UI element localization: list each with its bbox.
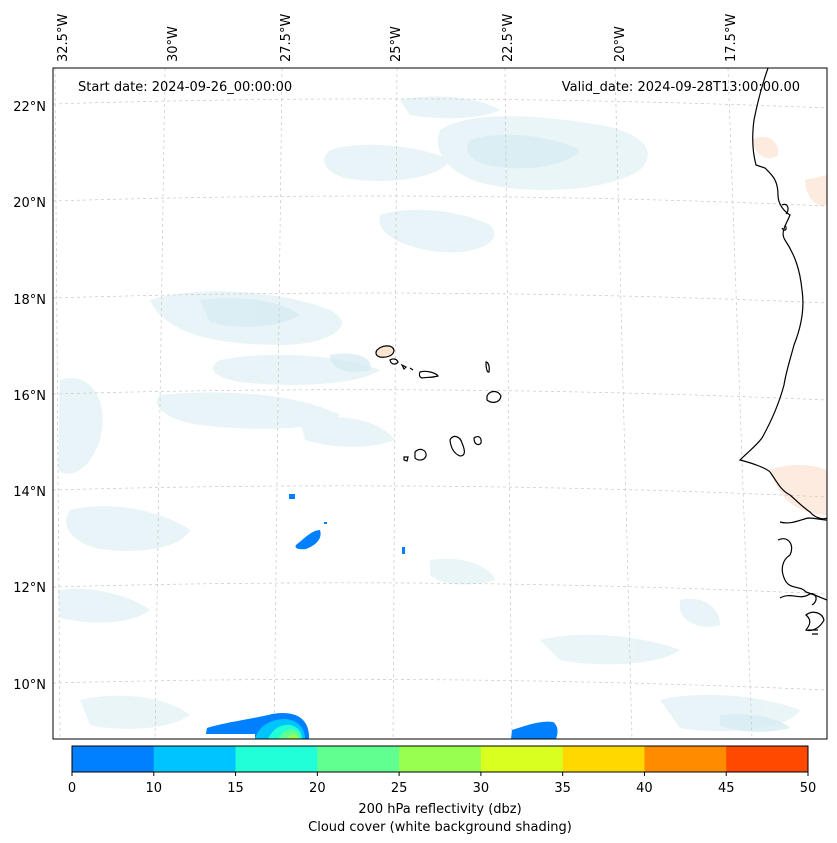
colorbar-segment [235,746,318,772]
colorbar-tick-label: 30 [473,781,490,796]
cloud-cover-dense [200,134,790,732]
land-shading [752,136,827,515]
colorbar-tick-label: 35 [554,781,571,796]
colorbar-tick-label: 0 [68,781,76,796]
lat-tick-label: 20°N [13,196,46,211]
map-frame [52,67,828,740]
colorbar-segment [153,746,237,772]
colorbar-tick-label: 40 [636,781,653,796]
colorbar-tick-label: 10 [146,781,163,796]
colorbar-title: 200 hPa reflectivity (dbz) [358,802,521,817]
colorbar-tick-label: 50 [800,781,817,796]
colorbar-segment [317,746,400,772]
lat-tick-label: 12°N [13,581,46,596]
colorbar-subtitle: Cloud cover (white background shading) [308,820,572,835]
lon-tick-labels: 32.5°W 30°W 27.5°W 25°W 22.5°W 20°W 17.5… [56,14,739,62]
colorbar-segment [72,746,155,772]
cabo-verde-islands [375,345,502,462]
lat-tick-labels: 22°N 20°N 18°N 16°N 14°N 12°N 10°N [13,100,46,693]
lat-tick-label: 10°N [13,678,46,693]
graticule [53,68,827,739]
colorbar-segment [399,746,482,772]
lon-tick-label: 17.5°W [724,14,739,62]
colorbar-segment [726,746,809,772]
colorbar-ticks: 0 10 15 20 25 30 35 40 45 50 [68,772,816,796]
valid-date-label: Valid_date: 2024-09-28T13:00:00.00 [562,80,800,95]
start-date-label: Start date: 2024-09-26_00:00:00 [78,80,292,95]
colorbar-tick-label: 20 [309,781,326,796]
lon-tick-label: 27.5°W [279,14,294,62]
colorbar-tick-label: 25 [391,781,408,796]
lon-tick-label: 32.5°W [56,14,71,62]
lat-tick-label: 22°N [13,100,46,115]
west-africa-coastline [738,68,827,635]
lon-tick-label: 22.5°W [501,14,516,62]
colorbar [71,745,809,773]
lat-tick-label: 18°N [13,293,46,308]
lat-tick-label: 14°N [13,485,46,500]
lon-tick-label: 30°W [166,26,181,62]
lon-tick-label: 25°W [389,26,404,62]
reflectivity-cells [205,494,558,739]
colorbar-segment [644,746,727,772]
colorbar-frame [71,745,809,773]
colorbar-segment [480,746,564,772]
lon-tick-label: 20°W [613,26,628,62]
lat-tick-label: 16°N [13,389,46,404]
colorbar-segment [562,746,645,772]
cloud-cover-shading [58,96,800,731]
colorbar-tick-label: 15 [227,781,244,796]
colorbar-tick-label: 45 [718,781,735,796]
